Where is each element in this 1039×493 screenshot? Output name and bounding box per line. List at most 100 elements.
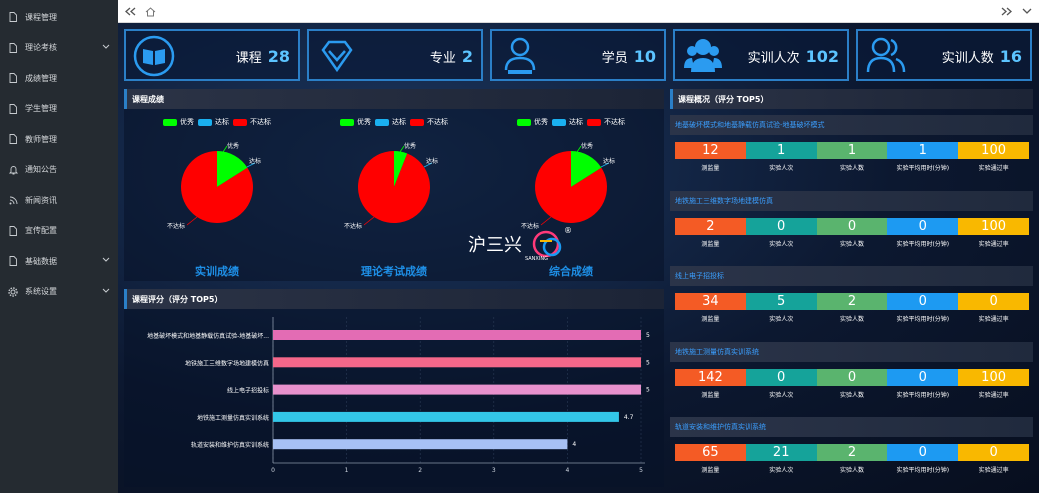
stat-name: 学员 <box>601 51 628 66</box>
double-chevron-left-icon[interactable] <box>122 3 139 20</box>
pie-slice[interactable] <box>217 151 248 187</box>
double-chevron-right-icon[interactable] <box>998 3 1015 20</box>
course-name[interactable]: 地基破坏模式和地基静载仿真试验-地基破坏模式 <box>670 115 1033 135</box>
course-name[interactable]: 地铁施工三维数字场地建模仿真 <box>670 190 1033 211</box>
sidebar-item-label: 基础数据 <box>25 256 57 266</box>
metric-value: 1 <box>887 142 959 159</box>
sidebar-item-1[interactable]: 课程管理 <box>0 2 118 32</box>
metric-value: 100 <box>958 217 1029 235</box>
bar[interactable] <box>273 384 641 395</box>
rating-panel: 0 1 2 3 4 5 地基破坏模式和地基静载仿真试验-地基破坏... 5 地铁施工三维数字场地… <box>124 309 664 487</box>
sidebar-item-label: 新闻资讯 <box>25 195 57 205</box>
course-name[interactable]: 轨道安装和维护仿真实训系统 <box>670 417 1033 437</box>
category-label: 地基破坏模式和地基静载仿真试验-地基破坏... <box>147 332 269 340</box>
stat-value: 16 <box>999 47 1022 66</box>
pie-slice[interactable] <box>535 151 607 223</box>
legend-swatch[interactable] <box>552 118 566 126</box>
grades-panel-title: 课程成绩 <box>124 89 664 109</box>
stat-card-5: 实训人数 16 <box>856 29 1032 81</box>
file-icon <box>8 42 18 53</box>
pie-slice[interactable] <box>571 151 602 187</box>
leader-line <box>363 216 375 226</box>
x-tick-label: 3 <box>492 467 496 474</box>
file-icon <box>8 73 18 83</box>
legend-swatch[interactable] <box>163 118 177 126</box>
pie-slice[interactable] <box>181 151 253 223</box>
metric-value: 0 <box>958 444 1029 461</box>
rating-bar-chart: 0 1 2 3 4 5 地基破坏模式和地基静载仿真试验-地基破坏... 5 地铁施工三维数字场地… <box>147 317 650 474</box>
course-name[interactable]: 地铁施工测量仿真实训系统 <box>670 341 1033 362</box>
metric-labels: 测监量 实验人次 实验人数 实验平均用时(分钟) 实验通过率 <box>675 163 1029 172</box>
legend-swatch[interactable] <box>517 118 531 126</box>
registered-mark: ® <box>564 226 572 235</box>
logo-text: 沪三兴 <box>468 235 522 256</box>
metric-value: 0 <box>816 217 888 235</box>
sidebar-item-5[interactable]: 教师管理 <box>0 124 118 154</box>
sidebar-item-6[interactable]: 通知公告 <box>0 155 118 185</box>
home-icon[interactable] <box>142 3 159 20</box>
sidebar-item-8[interactable]: 宣传配置 <box>0 216 118 246</box>
users-icon <box>864 34 908 78</box>
course-name[interactable]: 线上电子招投标 <box>670 266 1033 286</box>
metric-row: 34 5 2 0 0 <box>675 293 1029 310</box>
bar[interactable] <box>273 330 641 340</box>
stat-label: 实训人数 16 <box>942 47 1022 66</box>
bar[interactable] <box>273 357 641 368</box>
sidebar-item-10[interactable]: 系统设置 <box>0 277 118 307</box>
file-icon <box>8 225 18 236</box>
chevron-down-icon[interactable] <box>1018 3 1035 20</box>
legend-swatch[interactable] <box>587 118 601 126</box>
metric-value: 12 <box>675 142 746 159</box>
legend-swatch[interactable] <box>198 118 212 126</box>
leader-line <box>540 216 552 226</box>
pie-slice-label: 优秀 <box>227 143 240 150</box>
course-card: 地铁施工测量仿真实训系统 142 0 0 0 100 测监量 实验人次 实验人数 实验平均用时(分… <box>670 341 1033 410</box>
x-tick-label: 4 <box>565 467 569 474</box>
sidebar-item-label: 成绩管理 <box>25 73 57 83</box>
sidebar-item-7[interactable]: 新闻资讯 <box>0 185 118 215</box>
sidebar-item-9[interactable]: 基础数据 <box>0 246 118 276</box>
legend-label: 优秀 <box>180 118 194 126</box>
pie-slice[interactable] <box>358 151 430 223</box>
file-icon <box>8 256 18 266</box>
chevron-down-icon[interactable] <box>102 43 110 51</box>
sidebar: 课程管理 理论考核成绩管理学生管理 教师管理 通知公告新闻资讯宣传配置基础数据系统设置 <box>0 0 118 493</box>
metric-label: 实验通过率 <box>978 316 1009 323</box>
legend-label: 不达标 <box>427 118 448 126</box>
metric-row: 12 1 1 1 100 <box>675 142 1029 159</box>
stat-card-1: 课程 28 <box>124 29 300 81</box>
stat-value: 28 <box>267 47 290 66</box>
metric-label: 实验人次 <box>769 165 794 172</box>
metric-label: 实验通过率 <box>978 165 1009 172</box>
metric-value: 2 <box>816 293 888 310</box>
course-card: 地铁施工三维数字场地建模仿真 2 0 0 0 100 测监量 实验人次 实验人数 实验平均用时(分… <box>670 190 1033 259</box>
sidebar-item-4[interactable]: 学生管理 <box>0 94 118 124</box>
chevron-down-icon[interactable] <box>102 256 110 264</box>
pie-slice[interactable] <box>394 151 408 187</box>
legend-swatch[interactable] <box>375 118 389 126</box>
legend-swatch[interactable] <box>233 118 247 126</box>
legend-label: 优秀 <box>534 118 548 126</box>
chevron-down-icon[interactable] <box>102 287 110 295</box>
stat-name: 专业 <box>429 51 456 66</box>
stat-label: 实训人次 102 <box>748 47 839 66</box>
bar[interactable] <box>273 411 619 422</box>
category-label: 地铁施工测量仿真实训系统 <box>197 414 269 422</box>
sidebar-item-2[interactable]: 理论考核 <box>0 33 118 63</box>
rss-icon <box>8 195 18 205</box>
metric-value: 1 <box>816 142 888 159</box>
metric-value: 0 <box>887 368 959 386</box>
bar[interactable] <box>273 439 568 450</box>
gear-icon <box>8 286 18 297</box>
legend-swatch[interactable] <box>410 118 424 126</box>
metric-label: 实验人次 <box>769 316 794 323</box>
metric-value: 34 <box>675 293 746 310</box>
diamond-icon <box>315 34 359 78</box>
metric-label: 实验人次 <box>769 467 794 474</box>
course-card: 地基破坏模式和地基静载仿真试验-地基破坏模式 12 1 1 1 100 测监量 实验人次 实验人… <box>670 115 1033 183</box>
file-icon <box>8 12 18 22</box>
bar-value-label: 4 <box>572 441 576 448</box>
pie-slice-label: 达标 <box>603 158 616 165</box>
sidebar-item-3[interactable]: 成绩管理 <box>0 63 118 93</box>
legend-swatch[interactable] <box>340 118 354 126</box>
